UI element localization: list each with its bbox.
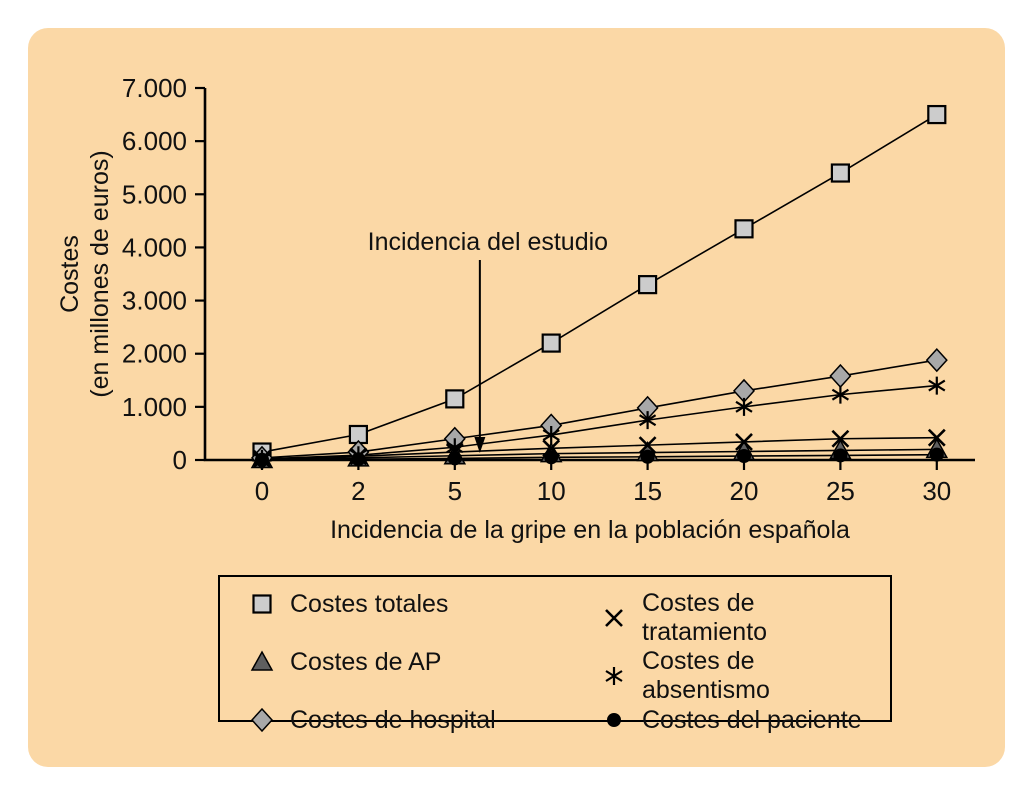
x-tick-label: 5 [448,476,462,506]
diamond-marker-icon [250,707,274,733]
series-line [261,113,938,453]
circle-marker-icon [737,449,751,464]
legend-item: Costes del paciente [598,705,884,735]
series-line [261,448,937,461]
diamond-marker-icon [925,347,948,373]
x-tick-label: 25 [826,476,855,506]
y-axis-title: (en millones de euros) [86,150,114,397]
y-tick-label: 2.000 [122,339,187,369]
axes [203,88,975,462]
legend-item: Costes de tratamiento [598,589,884,647]
y-tick-label: 3.000 [122,286,187,316]
circle-marker-icon [255,452,269,467]
legend-column: Costes de tratamiento Costes de absentism… [598,589,884,735]
square-marker-icon [734,219,754,239]
series-line [261,384,937,460]
square-marker-icon [541,333,561,353]
square-marker-icon [637,275,658,295]
y-tick-label: 4.000 [122,232,187,262]
chart-legend: Costes totales Costes de AP Costes de hosp… [218,575,892,734]
x-tick-label: 15 [633,476,662,506]
x-axis-title: Incidencia de la gripe en la población e… [330,516,850,544]
x-marker-icon [638,436,657,455]
circle-marker-icon [640,449,655,464]
legend-item-label: Costes de absentismo [642,647,770,704]
x-tick-label: 20 [730,476,759,506]
asterisk-marker-icon [639,411,657,430]
x-tick-label: 30 [922,476,951,506]
legend-item: Costes de AP [246,647,598,677]
legend-item: Costes de absentismo [598,647,884,705]
asterisk-marker-icon [542,426,560,445]
x-marker-icon [927,428,946,447]
x-marker-icon [605,609,623,627]
legend-item-label: Costes totales [290,589,449,618]
circle-marker-icon [833,448,848,463]
series-line [261,436,937,460]
circle-marker-icon [351,452,366,467]
legend-column: Costes totales Costes de AP Costes de hosp… [246,589,598,735]
legend-item-label: Costes del paciente [642,705,862,734]
legend-item-label: Costes de hospital [290,705,496,734]
y-tick-label: 1.000 [122,392,187,422]
y-tick-label: 0 [173,445,187,475]
asterisk-marker-icon [831,385,849,404]
legend-item: Costes de hospital [246,705,598,735]
square-marker-icon [830,163,851,183]
y-tick-label: 7.000 [122,73,187,103]
circle-marker-icon [929,447,944,462]
x-marker-icon [735,433,753,451]
circle-marker-icon [544,450,559,465]
x-tick-label: 2 [351,476,365,506]
series-line [261,359,937,459]
square-marker-icon [927,104,947,125]
annotation-arrowhead [474,437,486,453]
circle-marker-icon [607,713,621,727]
x-marker-icon [831,429,850,448]
legend-item-label: Costes de tratamiento [642,589,768,646]
diamond-marker-icon [829,363,852,389]
legend-item-label: Costes de AP [290,647,442,676]
square-marker-icon [445,389,465,409]
asterisk-marker-icon [928,376,946,395]
figure-panel: 0 1.000 2.000 3.000 4.000 5.000 6.000 7.000 0 2 5 1… [28,28,1005,767]
series-line [261,453,937,461]
annotation-label: Incidencia del estudio [368,228,608,256]
x-tick-label: 0 [255,476,269,506]
legend-item: Costes totales [246,589,598,619]
y-axis-title: Costes [56,235,84,313]
triangle-marker-icon [250,650,274,671]
asterisk-marker-icon [605,667,623,685]
y-tick-label: 6.000 [122,126,187,156]
square-marker-icon [252,594,272,614]
y-tick-label: 5.000 [122,179,187,209]
circle-marker-icon [447,451,462,466]
asterisk-marker-icon [735,397,753,416]
x-tick-label: 10 [537,476,566,506]
